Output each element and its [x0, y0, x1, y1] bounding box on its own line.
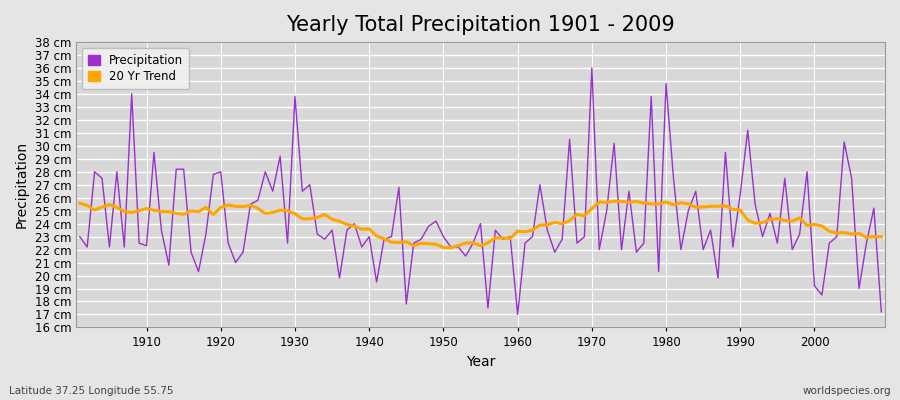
Precipitation: [512, 312, 523, 317]
20 Yr Trend: [75, 201, 86, 206]
20 Yr Trend: [134, 208, 145, 213]
Precipitation: [75, 234, 86, 239]
20 Yr Trend: [608, 199, 619, 204]
Legend: Precipitation, 20 Yr Trend: Precipitation, 20 Yr Trend: [82, 48, 189, 89]
20 Yr Trend: [876, 234, 886, 239]
Precipitation: [616, 247, 627, 252]
Text: Latitude 37.25 Longitude 55.75: Latitude 37.25 Longitude 55.75: [9, 386, 174, 396]
Precipitation: [519, 241, 530, 246]
Title: Yearly Total Precipitation 1901 - 2009: Yearly Total Precipitation 1901 - 2009: [286, 15, 675, 35]
20 Yr Trend: [519, 230, 530, 234]
Precipitation: [297, 189, 308, 194]
20 Yr Trend: [446, 246, 456, 250]
20 Yr Trend: [616, 199, 627, 204]
20 Yr Trend: [341, 222, 352, 227]
20 Yr Trend: [512, 229, 523, 234]
Text: worldspecies.org: worldspecies.org: [803, 386, 891, 396]
Precipitation: [134, 241, 145, 246]
Line: 20 Yr Trend: 20 Yr Trend: [80, 201, 881, 248]
Precipitation: [505, 234, 516, 239]
Line: Precipitation: Precipitation: [80, 68, 881, 314]
Precipitation: [587, 66, 598, 70]
20 Yr Trend: [297, 216, 308, 221]
Precipitation: [341, 228, 352, 232]
X-axis label: Year: Year: [466, 355, 495, 369]
Precipitation: [876, 310, 886, 314]
Y-axis label: Precipitation: Precipitation: [15, 141, 29, 228]
